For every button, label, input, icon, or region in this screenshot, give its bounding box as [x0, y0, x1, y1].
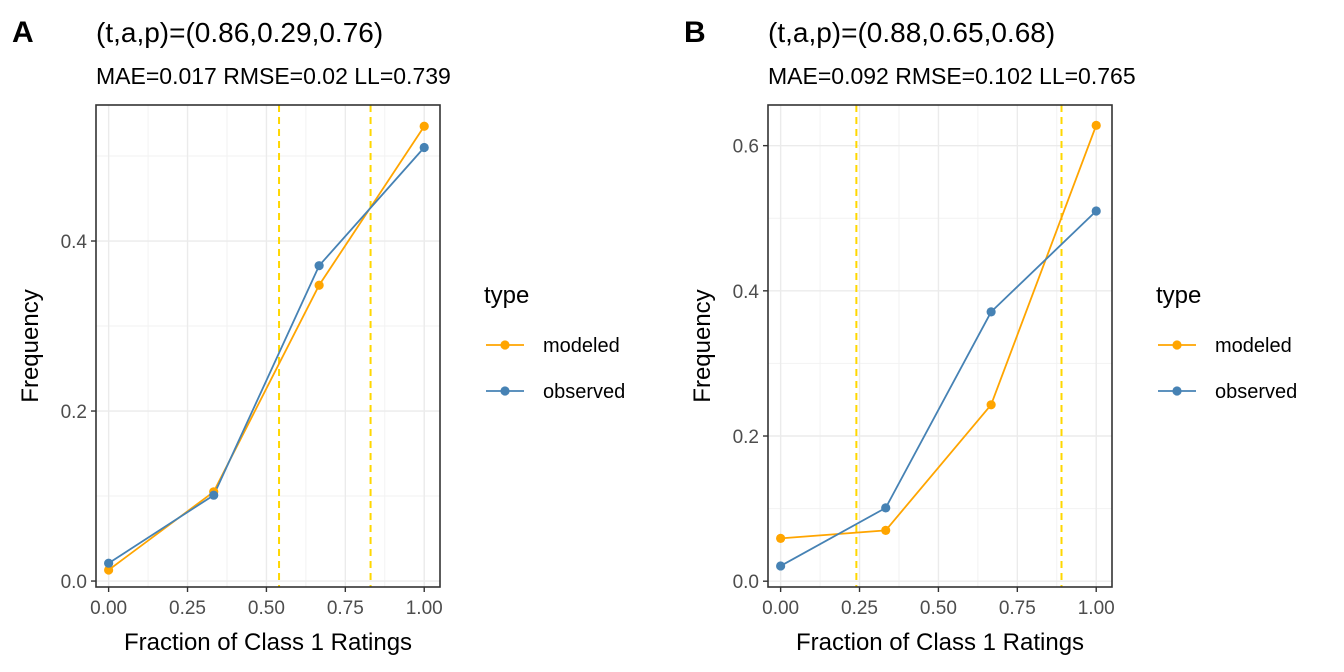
legend: type modeled observed [484, 282, 625, 403]
data-point-observed [776, 561, 786, 571]
plot-border [767, 104, 1113, 588]
series-line-observed [108, 146, 425, 564]
legend-title: type [484, 282, 529, 309]
x-tick-label: 0.00 [762, 598, 799, 619]
legend-label-modeled: modeled [1215, 335, 1292, 357]
legend-key-point-observed [1172, 386, 1182, 396]
x-tick-label: 0.25 [841, 598, 878, 619]
plot-background [768, 105, 1112, 587]
data-point-modeled [1091, 120, 1101, 130]
x-tick-label: 0.75 [327, 598, 364, 619]
x-tick-label: 0.25 [169, 598, 206, 619]
y-tick-label: 0.4 [61, 232, 88, 253]
y-tick-label: 0.0 [733, 572, 759, 593]
panel-letter: B [684, 16, 706, 49]
series-line-observed [780, 210, 1097, 567]
x-tick-label: 1.00 [1078, 598, 1115, 619]
x-tick-label: 0.75 [999, 598, 1036, 619]
legend-key-point-modeled [500, 340, 510, 350]
y-tick-label: 0.2 [733, 427, 759, 448]
legend: type modeled observed [1156, 282, 1297, 403]
y-tick-label: 0.4 [733, 282, 760, 303]
x-tick-label: 0.50 [920, 598, 957, 619]
x-tick-label: 0.00 [90, 598, 127, 619]
data-point-modeled [986, 400, 996, 410]
chart-title: (t,a,p)=(0.88,0.65,0.68) [768, 17, 1055, 48]
data-point-observed [314, 261, 324, 271]
y-tick-label: 0.2 [61, 402, 87, 423]
chart-subtitle: MAE=0.017 RMSE=0.02 LL=0.739 [96, 63, 451, 89]
y-tick-label: 0.0 [61, 572, 87, 593]
legend-label-observed: observed [1215, 381, 1297, 403]
x-axis-title: Fraction of Class 1 Ratings [124, 629, 412, 656]
series-line-modeled [780, 124, 1098, 540]
data-point-modeled [314, 280, 324, 290]
legend-key-point-modeled [1172, 340, 1182, 350]
y-axis-title: Frequency [689, 289, 716, 402]
legend-label-modeled: modeled [543, 335, 620, 357]
chart-title: (t,a,p)=(0.86,0.29,0.76) [96, 17, 383, 48]
y-axis-title: Frequency [17, 289, 44, 402]
plot-background [96, 105, 440, 587]
data-point-observed [881, 503, 891, 513]
data-point-modeled [419, 121, 429, 131]
data-point-observed [1091, 206, 1101, 216]
data-point-observed [419, 142, 429, 153]
legend-title: type [1156, 282, 1201, 309]
data-point-modeled [776, 533, 786, 543]
panel-letter: A [12, 16, 34, 49]
data-point-observed [104, 558, 114, 568]
x-axis-title: Fraction of Class 1 Ratings [796, 629, 1084, 656]
plot-border [95, 104, 441, 588]
chart-panel-a: A (t,a,p)=(0.86,0.29,0.76) MAE=0.017 RMSE=… [12, 16, 625, 656]
data-point-modeled [104, 565, 114, 575]
legend-label-observed: observed [543, 381, 625, 403]
chart-panel-b: B (t,a,p)=(0.88,0.65,0.68) MAE=0.092 RMSE=… [684, 16, 1297, 656]
x-tick-label: 1.00 [406, 598, 443, 619]
chart-subtitle: MAE=0.092 RMSE=0.102 LL=0.765 [768, 63, 1136, 89]
y-tick-label: 0.6 [733, 137, 759, 158]
data-point-observed [986, 307, 996, 317]
data-point-modeled [881, 525, 891, 535]
data-point-observed [209, 490, 219, 500]
legend-key-point-observed [500, 386, 510, 396]
x-tick-label: 0.50 [248, 598, 285, 619]
